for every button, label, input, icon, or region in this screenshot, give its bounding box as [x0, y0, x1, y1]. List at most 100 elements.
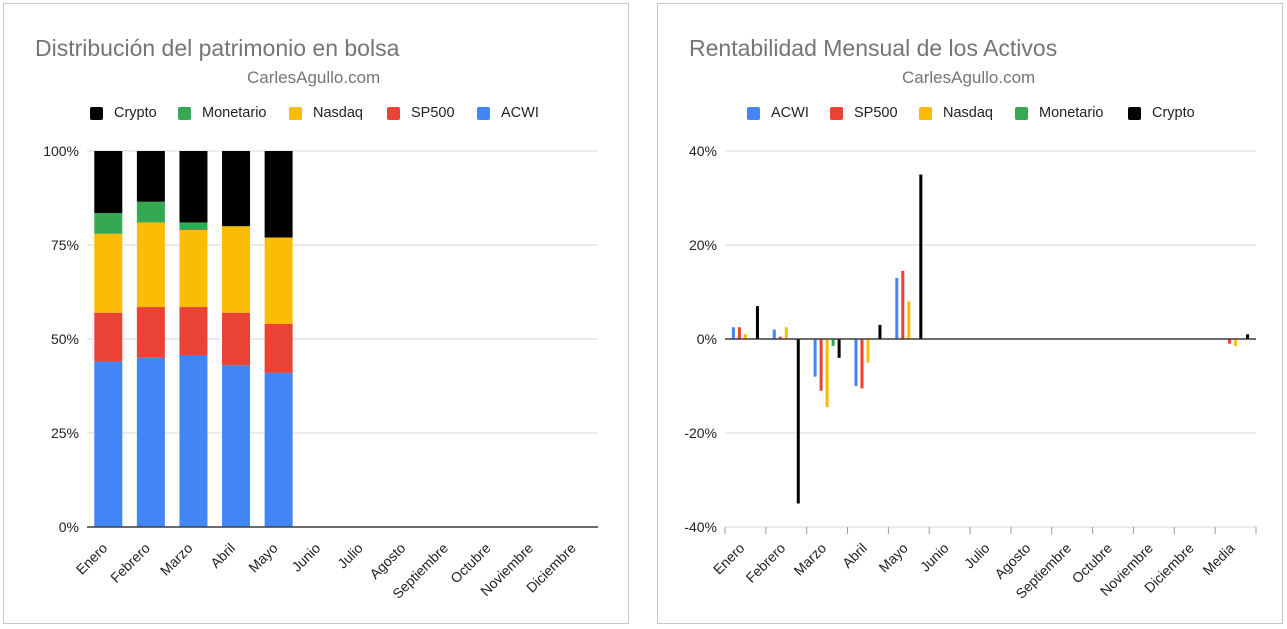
- bar-segment-sp500: [94, 312, 123, 362]
- bar-sp500: [860, 339, 864, 389]
- bar-segment-crypto: [136, 151, 165, 202]
- legend-swatch: [90, 106, 103, 120]
- bar-crypto: [1246, 334, 1250, 339]
- bar-segment-nasdaq: [94, 233, 123, 313]
- bar-segment-crypto: [264, 151, 293, 238]
- bar-crypto: [837, 339, 841, 358]
- bar-segment-monetario: [136, 201, 165, 223]
- bar-nasdaq: [743, 334, 747, 339]
- legend-swatch: [477, 106, 490, 120]
- y-tick-label: 75%: [51, 237, 79, 253]
- bar-acwi: [731, 327, 735, 339]
- bar-nasdaq: [825, 339, 829, 408]
- bar-segment-acwi: [222, 365, 251, 527]
- x-tick-label: Abril: [839, 540, 870, 571]
- x-tick-label: Media: [1199, 540, 1237, 578]
- legend-swatch: [919, 106, 932, 120]
- y-tick-label: 50%: [51, 331, 79, 347]
- distribution-chart-panel: Distribución del patrimonio en bolsa Car…: [3, 3, 629, 624]
- bar-segment-monetario: [94, 213, 123, 234]
- bar-sp500: [901, 270, 905, 339]
- bar-sp500: [778, 336, 782, 339]
- legend-swatch: [1128, 106, 1141, 120]
- bar-sp500: [737, 327, 741, 339]
- legend-item-nasdaq: Nasdaq: [919, 105, 993, 121]
- y-tick-label: 20%: [689, 237, 717, 253]
- bar-crypto: [878, 324, 882, 339]
- bar-segment-nasdaq: [222, 226, 251, 313]
- y-tick-label: 0%: [697, 331, 717, 347]
- bar-acwi: [854, 339, 858, 386]
- x-tick-label: Enero: [73, 540, 111, 578]
- legend-item-acwi: ACWI: [747, 105, 809, 121]
- x-tick-label: Abril: [207, 540, 238, 571]
- bar-sp500: [1228, 339, 1232, 344]
- bar-segment-sp500: [179, 307, 208, 356]
- bar-segment-nasdaq: [136, 222, 165, 308]
- legend-swatch: [830, 106, 843, 120]
- bar-segment-monetario: [179, 222, 208, 230]
- bar-crypto: [755, 306, 759, 339]
- legend-item-sp500: SP500: [387, 105, 455, 121]
- x-tick-label: Junio: [288, 540, 323, 575]
- y-tick-label: -20%: [684, 425, 717, 441]
- x-tick-label: Agosto: [366, 540, 408, 582]
- legend-swatch: [289, 106, 302, 120]
- legend-label: Crypto: [1152, 105, 1195, 121]
- legend-label: Nasdaq: [943, 105, 993, 121]
- x-tick-label: Febrero: [107, 540, 153, 586]
- legend-swatch: [178, 106, 191, 120]
- x-tick-label: Julio: [961, 540, 993, 572]
- bar-acwi: [813, 339, 817, 377]
- legend-label: Crypto: [114, 105, 157, 121]
- x-tick-label: Mayo: [245, 540, 281, 576]
- bar-crypto: [919, 174, 923, 339]
- bar-segment-nasdaq: [264, 237, 293, 324]
- bar-monetario: [831, 339, 835, 347]
- chart-title: Distribución del patrimonio en bolsa: [35, 35, 400, 61]
- bar-nasdaq: [907, 301, 911, 339]
- chart-subtitle: CarlesAgullo.com: [247, 68, 381, 87]
- legend-swatch: [747, 106, 760, 120]
- bar-segment-sp500: [264, 323, 293, 373]
- x-tick-label: Marzo: [157, 540, 196, 579]
- legend-item-acwi: ACWI: [477, 105, 539, 121]
- bar-segment-acwi: [264, 372, 293, 527]
- bar-acwi: [772, 329, 776, 339]
- legend-label: Monetario: [202, 105, 267, 121]
- legend-item-crypto: Crypto: [1128, 105, 1195, 121]
- chart-subtitle: CarlesAgullo.com: [902, 68, 1036, 87]
- legend-swatch: [1015, 106, 1028, 120]
- y-tick-label: 0%: [59, 519, 79, 535]
- legend-label: Monetario: [1039, 105, 1104, 121]
- y-tick-label: 100%: [43, 143, 79, 159]
- legend-label: Nasdaq: [313, 105, 363, 121]
- bar-segment-crypto: [94, 151, 123, 214]
- legend-item-monetario: Monetario: [178, 105, 266, 121]
- bar-segment-sp500: [136, 307, 165, 358]
- bar-segment-acwi: [136, 357, 165, 527]
- bar-segment-sp500: [222, 312, 251, 366]
- x-tick-label: Julio: [334, 540, 366, 572]
- x-tick-label: Febrero: [742, 540, 788, 586]
- legend-label: ACWI: [771, 105, 809, 121]
- y-tick-label: 40%: [689, 143, 717, 159]
- bar-segment-nasdaq: [179, 229, 208, 308]
- bar-segment-acwi: [94, 361, 123, 527]
- bar-segment-crypto: [179, 151, 208, 223]
- bar-acwi: [895, 277, 899, 339]
- bar-sp500: [819, 339, 823, 391]
- y-tick-label: 25%: [51, 425, 79, 441]
- bar-nasdaq: [866, 339, 870, 363]
- bar-nasdaq: [1234, 339, 1238, 347]
- x-tick-label: Mayo: [875, 540, 911, 576]
- bar-segment-acwi: [179, 355, 208, 527]
- legend-label: SP500: [411, 105, 455, 121]
- bar-segment-crypto: [222, 151, 251, 227]
- returns-chart-panel: Rentabilidad Mensual de los Activos Carl…: [657, 3, 1283, 624]
- legend-label: SP500: [854, 105, 898, 121]
- legend-item-sp500: SP500: [830, 105, 898, 121]
- y-tick-label: -40%: [684, 519, 717, 535]
- x-tick-label: Junio: [917, 540, 952, 575]
- legend-item-nasdaq: Nasdaq: [289, 105, 363, 121]
